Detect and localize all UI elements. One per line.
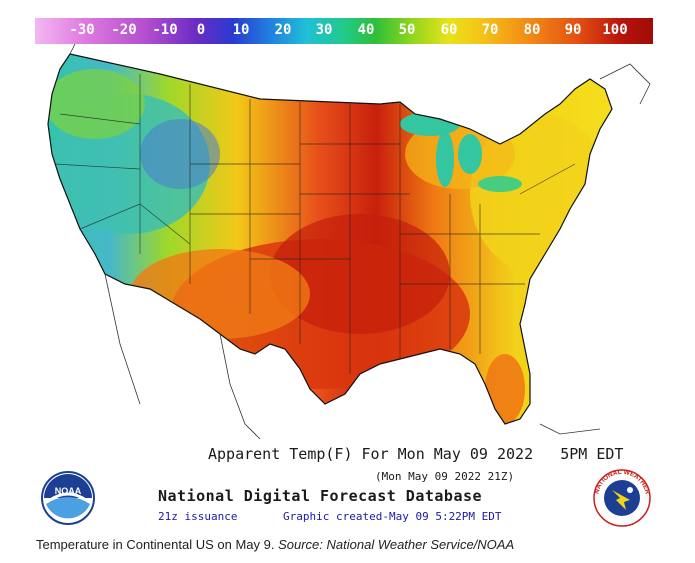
map-title: Apparent Temp(F) For Mon May 09 2022 5PM… [208, 445, 624, 463]
issued-time: (Mon May 09 2022 21Z) [375, 470, 515, 483]
colorbar-tick: 70 [481, 22, 499, 38]
colorbar-tick: 30 [315, 22, 333, 38]
colorbar-tick: -20 [111, 22, 137, 38]
colorbar-tick: -30 [69, 22, 95, 38]
colorbar-tick: 40 [357, 22, 375, 38]
database-title: National Digital Forecast Database [158, 487, 483, 505]
colorbar-tick: 50 [398, 22, 416, 38]
nws-logo-icon: NATIONAL WEATHER SERVICE [590, 468, 651, 527]
colorbar-tick: -10 [152, 22, 178, 38]
forecast-figure: -30 -20 -10 0 10 20 30 40 50 60 70 80 90… [35, 18, 653, 527]
us-temperature-map [47, 44, 651, 440]
svg-text:NOAA: NOAA [55, 486, 82, 496]
temperature-colorbar: -30 -20 -10 0 10 20 30 40 50 60 70 80 90… [35, 18, 653, 44]
noaa-logo-icon: NOAA [41, 471, 95, 525]
colorbar-tick: 80 [523, 22, 541, 38]
image-credit: Temperature in Continental US on May 9. … [36, 537, 515, 552]
colorbar-tick: 100 [602, 22, 628, 38]
colorbar-tick: 60 [440, 22, 458, 38]
colorbar-tick: 10 [232, 22, 250, 38]
issuance-label: 21z issuance [158, 510, 238, 523]
colorbar-tick: 90 [564, 22, 582, 38]
created-label: Graphic created-May 09 5:22PM EDT [283, 510, 502, 523]
colorbar-tick: 20 [274, 22, 292, 38]
colorbar-tick: 0 [196, 22, 206, 38]
